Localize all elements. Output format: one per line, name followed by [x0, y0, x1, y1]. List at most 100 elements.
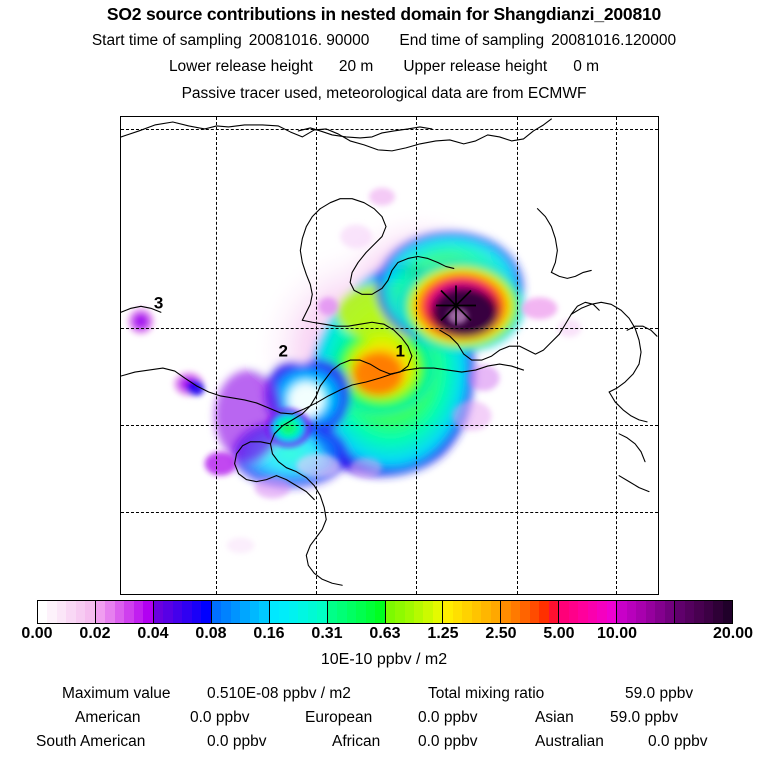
colorbar-step: [471, 601, 482, 623]
colorbar-step: [568, 601, 579, 623]
colorbar-step: [317, 601, 327, 623]
colorbar-step: [490, 601, 501, 623]
colorbar-tick: 10.00: [596, 625, 638, 642]
colorbar-segment: [675, 601, 733, 623]
colorbar-segment: [95, 601, 154, 623]
colorbar-tick: 0.31: [311, 625, 343, 642]
colorbar-tick: 0.08: [195, 625, 227, 642]
colorbar-step: [664, 601, 675, 623]
colorbar-unit-label: 10E-10 ppbv / m2: [320, 651, 448, 668]
colorbar-step: [114, 601, 125, 623]
colorbar-step: [587, 601, 598, 623]
colorbar-step: [288, 601, 299, 623]
maximum-value: 0.510E-08 ppbv / m2: [207, 685, 351, 702]
map-region-label-1: 1: [395, 341, 405, 361]
colorbar-step: [172, 601, 183, 623]
colorbar-step: [38, 601, 48, 623]
colorbar-step: [617, 601, 627, 623]
colorbar-segment: [617, 601, 676, 623]
colorbar-step: [606, 601, 617, 623]
sampling-time-line: Start time of sampling 20081016. 90000 E…: [0, 31, 768, 49]
colorbar-step: [124, 601, 134, 623]
page-title: SO2 source contributions in nested domai…: [106, 4, 662, 24]
lower-release-height-label: Lower release height: [168, 58, 313, 75]
end-time-value: 20081016.120000: [551, 31, 677, 49]
colorbar-step: [626, 601, 637, 623]
colorbar-tick: 0.04: [137, 625, 169, 642]
colorbar-segment: [559, 601, 618, 623]
map-region-label-2: 2: [278, 341, 288, 361]
region-value-african: 0.0 ppbv: [418, 733, 478, 750]
colorbar-step: [211, 601, 222, 623]
colorbar-tick: 0.00: [21, 625, 53, 642]
coastline-overlay: [121, 118, 658, 586]
upper-release-height-label: Upper release height: [403, 58, 548, 75]
total-mixing-ratio-value: 59.0 ppbv: [625, 685, 694, 702]
start-time-label: Start time of sampling: [91, 31, 242, 49]
colorbar-step: [529, 601, 540, 623]
colorbar-tick: 20.00: [712, 625, 754, 642]
colorbar-step: [47, 601, 57, 623]
colorbar-step: [578, 601, 588, 623]
colorbar-step: [395, 601, 405, 623]
colorbar-segment: [269, 601, 328, 623]
colorbar-step: [66, 601, 76, 623]
region-value-asian: 59.0 ppbv: [610, 709, 679, 726]
colorbar-step: [85, 601, 95, 623]
colorbar-segment: [501, 601, 560, 623]
colorbar-step: [105, 601, 115, 623]
colorbar-step: [694, 601, 704, 623]
colorbar-step: [191, 601, 202, 623]
colorbar-segment: [443, 601, 502, 623]
colorbar-step: [230, 601, 241, 623]
colorbar-step: [298, 601, 308, 623]
colorbar-step: [346, 601, 357, 623]
colorbar-step: [375, 601, 385, 623]
colorbar-step: [133, 601, 144, 623]
start-time-value: 20081016. 90000: [248, 31, 370, 49]
colorbar-step: [249, 601, 260, 623]
colorbar-step: [259, 601, 269, 623]
region-value-australian: 0.0 ppbv: [648, 733, 708, 750]
colorbar-step: [713, 601, 723, 623]
colorbar-step: [481, 601, 491, 623]
colorbar-step: [307, 601, 318, 623]
colorbar-step: [163, 601, 173, 623]
colorbar-step: [221, 601, 231, 623]
colorbar-step: [413, 601, 424, 623]
colorbar-tick: 2.50: [485, 625, 517, 642]
release-site-marker: [434, 284, 478, 333]
colorbar-step: [269, 601, 280, 623]
colorbar-step: [404, 601, 414, 623]
colorbar-step: [510, 601, 521, 623]
colorbar-step: [56, 601, 67, 623]
concentration-field: [126, 187, 582, 554]
region-label-african: African: [332, 733, 381, 750]
colorbar-step: [385, 601, 396, 623]
colorbar-step: [95, 601, 106, 623]
colorbar-tick: 1.25: [427, 625, 459, 642]
colorbar-step: [539, 601, 549, 623]
colorbar-segment: [327, 601, 386, 623]
colorbar-step: [279, 601, 289, 623]
region-label-south-american: South American: [36, 733, 146, 750]
colorbar-step: [337, 601, 347, 623]
map-region-label-3: 3: [153, 293, 164, 313]
region-label-australian: Australian: [535, 733, 604, 750]
colorbar-step: [327, 601, 338, 623]
colorbar-step: [559, 601, 569, 623]
colorbar-step: [201, 601, 211, 623]
colorbar-step: [452, 601, 463, 623]
colorbar-step: [153, 601, 164, 623]
colorbar: [37, 600, 733, 624]
colorbar-step: [240, 601, 250, 623]
colorbar-step: [722, 601, 733, 623]
colorbar-step: [655, 601, 665, 623]
colorbar-step: [143, 601, 153, 623]
colorbar-segment: [385, 601, 444, 623]
map-plot-area: 3 2 1: [120, 116, 659, 595]
colorbar-step: [501, 601, 511, 623]
colorbar-step: [645, 601, 656, 623]
colorbar-segment: [153, 601, 212, 623]
